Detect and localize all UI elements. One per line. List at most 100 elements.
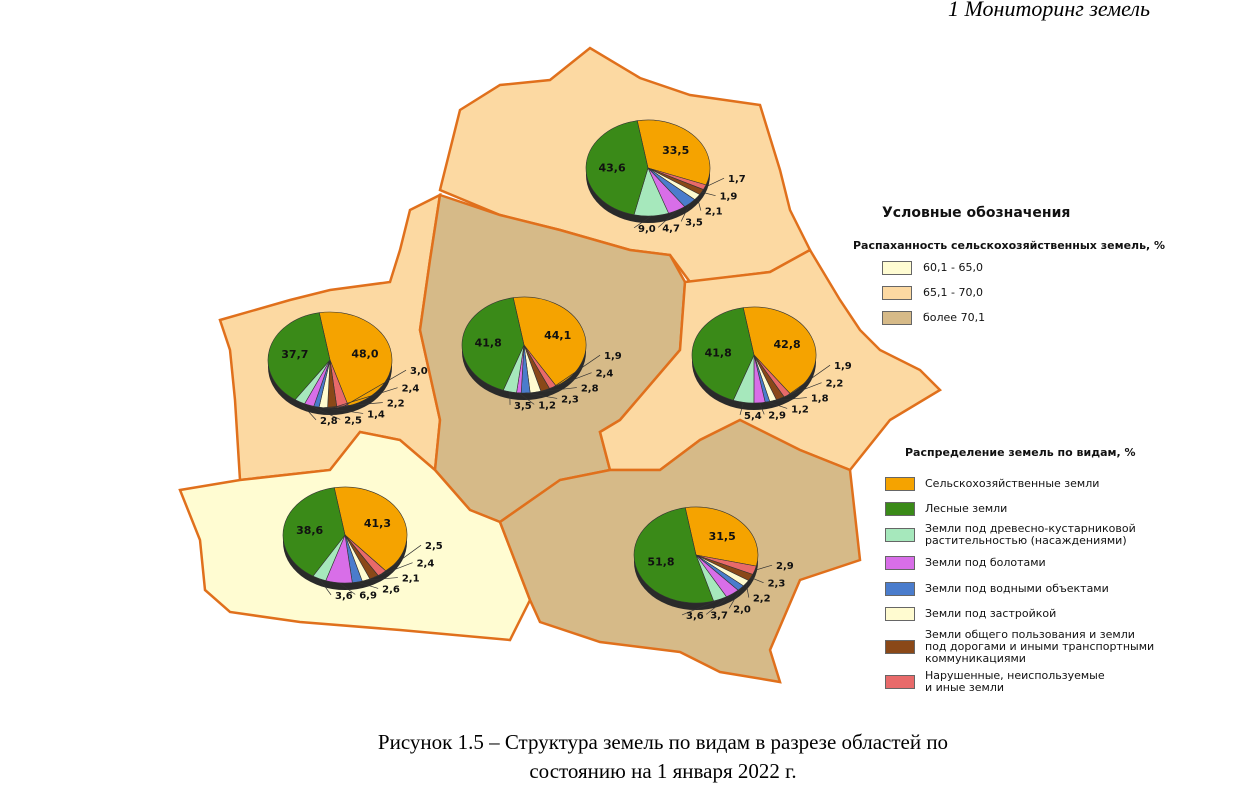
value-label: 3,6 [686,611,704,622]
value-label: 3,7 [710,610,728,621]
pie: 41,3 2,5 2,4 2,12,6 6,9 3,6 38,6 [282,486,443,602]
leader-line [318,578,332,596]
leader-line [745,583,750,598]
legend-title: Условные обозначения [882,205,1071,221]
value-label: 1,9 [604,351,622,362]
leader-line [308,404,341,420]
legend-swatch [885,607,915,621]
value-label: 51,8 [647,555,674,568]
pie: 48,0 3,0 2,4 2,21,4 2,5 2,8 37,7 [267,311,428,427]
value-label: 2,4 [417,559,435,570]
leader-line [701,191,716,197]
legend-swatch [885,556,915,570]
legend-swatch [882,261,912,275]
leader-line [739,402,744,415]
legend-label: Сельскохозяйственные земли [925,477,1100,490]
value-label: 2,8 [320,416,338,427]
value-label: 4,7 [662,223,680,234]
legend-swatch [885,640,915,654]
leader-line [316,406,364,414]
value-label: 2,8 [581,384,599,395]
pie-slice [333,486,408,572]
leader-line [787,364,831,396]
leader-line [696,197,702,211]
pie-slice [636,119,711,186]
leader-line [299,401,317,421]
value-label: 2,1 [402,574,420,585]
pie-slice [633,507,714,604]
value-label: 2,9 [768,410,786,421]
leader-line [518,392,535,405]
legend-swatch [885,528,915,542]
leader-line [338,582,356,595]
value-label: 41,8 [705,347,732,360]
pie-slice [461,297,525,391]
leader-line [773,397,807,402]
value-label: 1,2 [538,400,556,411]
value-label: 48,0 [351,347,378,360]
legend-swatch [882,311,912,325]
leader-line [705,593,733,615]
value-label: 2,5 [425,541,443,552]
leader-line [780,382,822,399]
leader-line [657,210,678,228]
value-label: 2,2 [753,594,771,605]
value-label: 1,8 [811,394,829,405]
value-label: 2,3 [561,394,579,405]
value-label: 42,8 [774,338,801,351]
value-label: 2,2 [826,379,844,390]
pie: 44,1 1,9 2,4 2,82,3 1,2 3,5 41,8 [461,296,622,412]
value-label: 1,9 [720,192,738,203]
leader-line [323,402,383,409]
leader-line [552,354,601,388]
value-label: 2,4 [596,369,614,380]
leader-line [680,203,691,222]
pie-slice [684,506,759,567]
value-label: 3,5 [685,217,703,228]
value-label: 5,4 [744,411,762,422]
leader-line [381,544,422,574]
pie-slice [512,296,587,387]
legend-subtitle: Распределение земель по видам, % [905,446,1136,459]
legend-swatch [882,286,912,300]
leader-line [704,177,725,188]
value-label: 6,9 [359,590,377,601]
value-label: 3,0 [410,366,428,377]
leader-line [373,562,413,578]
value-label: 37,7 [281,348,308,361]
pie: 33,5 1,7 1,9 2,13,5 4,7 9,0 43,6 [585,119,746,235]
pie: 42,8 1,9 2,2 1,81,2 2,9 5,4 41,8 [691,306,852,422]
value-label: 2,5 [344,415,362,426]
value-label: 2,6 [382,584,400,595]
leader-line [535,387,577,393]
pie-slice [691,307,755,401]
leader-line [357,581,379,589]
legend-swatch [885,502,915,516]
leader-line [342,369,407,408]
value-label: 41,8 [475,337,502,350]
leader-line [332,387,398,409]
legend-label: Земли под застройкой [925,607,1057,620]
value-label: 2,1 [705,207,723,218]
pie-slice [585,120,649,216]
value-label: 2,4 [402,384,420,395]
legend-swatch [885,477,915,491]
value-label: 33,5 [662,144,689,157]
legend-label: 65,1 - 70,0 [923,286,983,299]
value-label: 44,1 [544,329,571,342]
value-label: 1,4 [367,409,385,420]
value-label: 2,9 [776,561,794,572]
value-label: 1,9 [834,361,852,372]
value-label: 2,3 [768,579,786,590]
header: 1 Мониторинг земель [948,0,1150,21]
legend-swatch [885,675,915,689]
value-label: 2,0 [733,604,751,615]
value-label: 41,3 [364,517,391,530]
legend-swatch [885,582,915,596]
pie: 31,5 2,9 2,3 2,22,0 3,7 3,6 51,8 [633,506,794,622]
legend-subtitle: Распаханность сельскохозяйственных земел… [853,239,1166,252]
leader-line [750,577,764,584]
legend-label: Земли под болотами [925,556,1046,569]
legend-label: Земли под водными объектами [925,582,1109,595]
